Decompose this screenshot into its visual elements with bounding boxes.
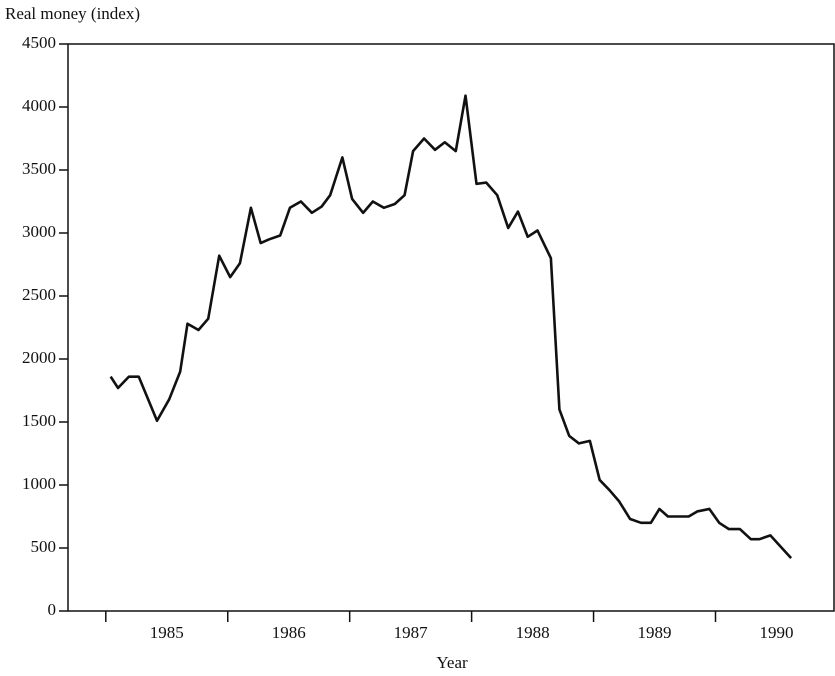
plot-frame xyxy=(67,43,835,612)
x-tick-label: 1989 xyxy=(638,623,672,642)
x-tick-label: 1988 xyxy=(516,623,550,642)
x-tick-label: 1985 xyxy=(150,623,184,642)
y-tick-label: 4000 xyxy=(22,96,56,115)
data-line xyxy=(109,94,793,559)
y-tick-label: 2000 xyxy=(22,348,56,367)
y-tick-label: 2500 xyxy=(22,285,56,304)
y-tick-label: 500 xyxy=(31,537,57,556)
y-tick-label: 4500 xyxy=(22,33,56,52)
x-tick-label: 1990 xyxy=(759,623,793,642)
y-tick-label: 0 xyxy=(48,600,57,619)
y-tick-label: 3000 xyxy=(22,222,56,241)
y-tick-label: 3500 xyxy=(22,159,56,178)
x-axis-label: Year xyxy=(436,653,468,672)
x-tick-label: 1987 xyxy=(394,623,429,642)
x-tick-label: 1986 xyxy=(272,623,306,642)
y-axis-label: Real money (index) xyxy=(5,4,140,23)
y-tick-label: 1000 xyxy=(22,474,56,493)
y-tick-label: 1500 xyxy=(22,411,56,430)
